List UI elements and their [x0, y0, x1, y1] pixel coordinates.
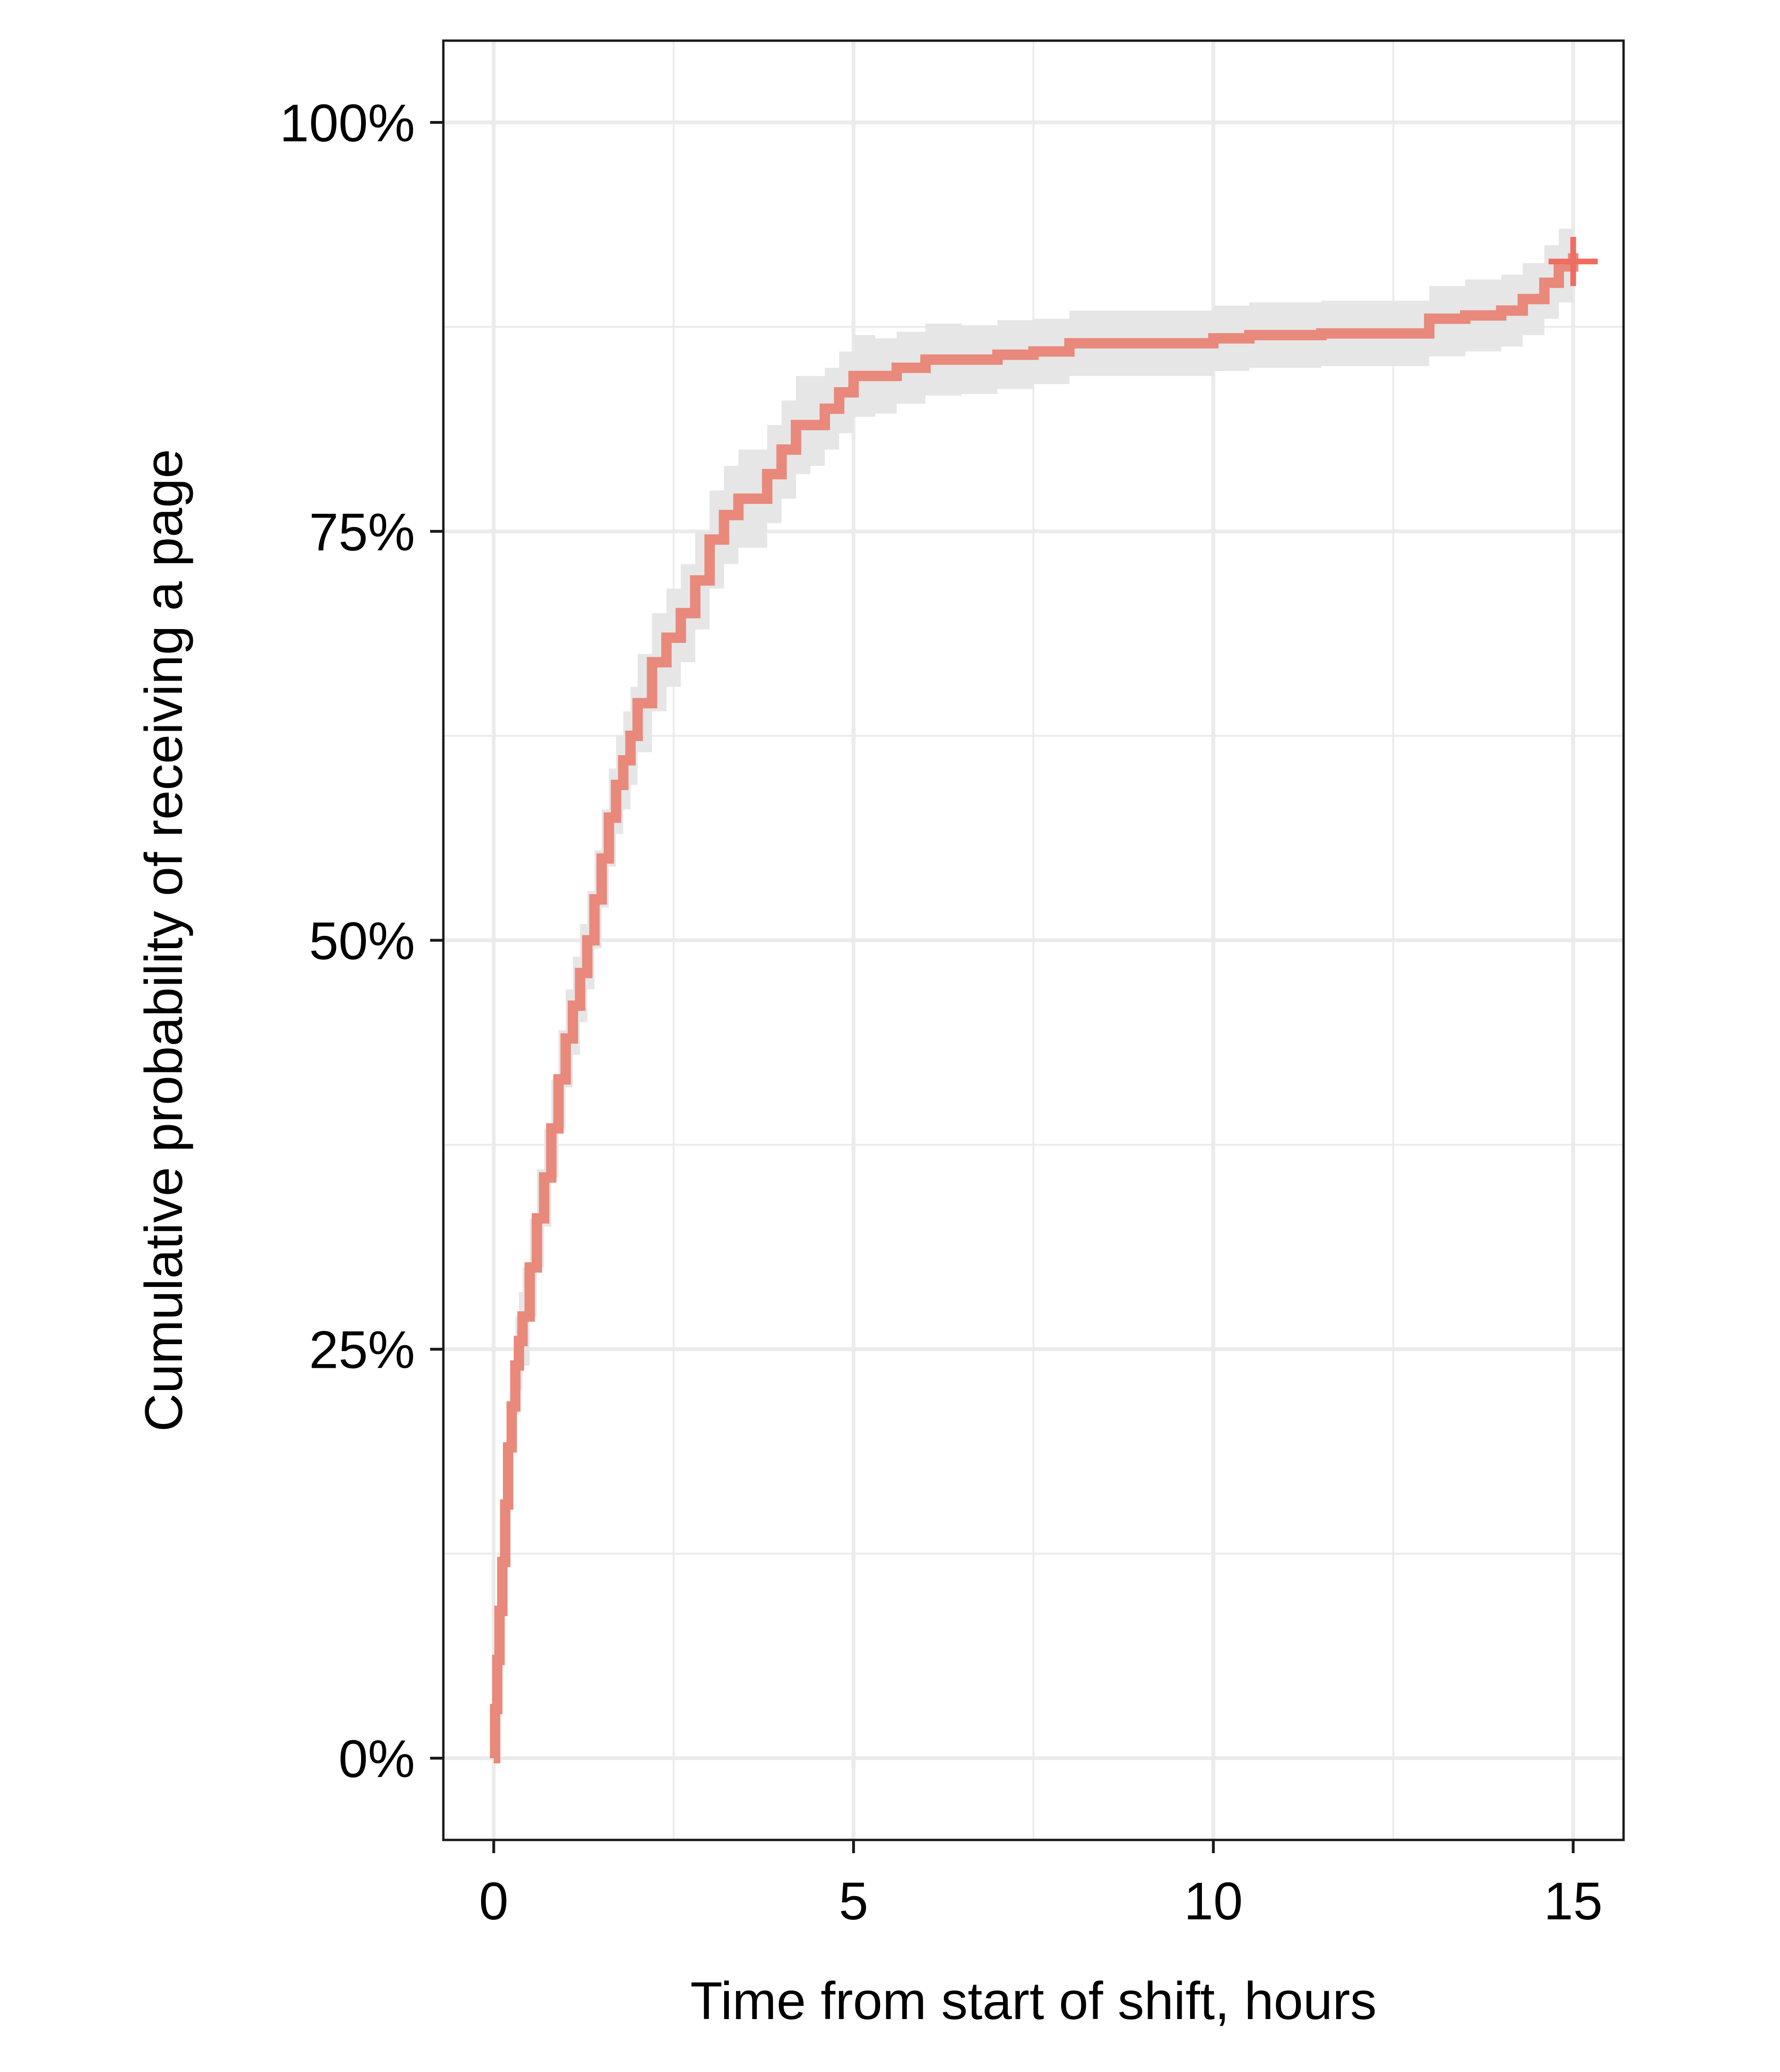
y-tick-label: 25% [309, 1321, 415, 1380]
x-tick-label: 15 [1544, 1872, 1603, 1931]
y-axis-label: Cumulative probability of receiving a pa… [134, 449, 193, 1432]
censor-mark-layer [1548, 237, 1598, 286]
x-axis: 0 5 10 15 [479, 1840, 1603, 1931]
x-tick-label: 10 [1184, 1872, 1243, 1931]
y-tick-label: 50% [309, 912, 415, 971]
x-tick-label: 5 [839, 1872, 868, 1931]
y-axis: 0% 25% 50% 75% 100% [280, 94, 443, 1788]
y-tick-label: 75% [309, 502, 415, 561]
y-tick-label: 100% [280, 94, 415, 153]
y-tick-label: 0% [338, 1729, 415, 1788]
grid-major-lines [443, 41, 1624, 1840]
x-tick-label: 0 [479, 1872, 508, 1931]
survival-line-layer [490, 253, 1579, 1763]
censor-mark [1548, 237, 1598, 286]
survival-step-line [490, 253, 1579, 1763]
x-axis-label: Time from start of shift, hours [690, 1971, 1376, 2030]
